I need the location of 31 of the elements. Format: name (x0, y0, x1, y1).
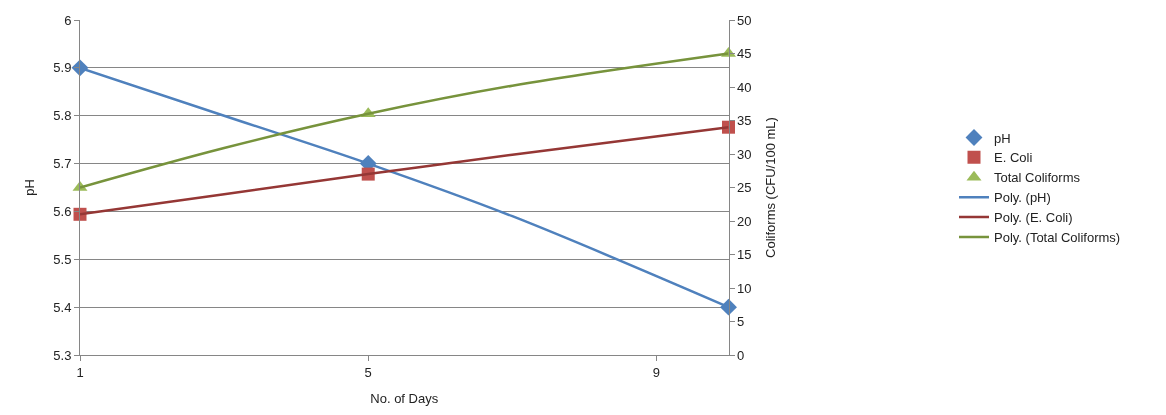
y2-tick-label: 40 (737, 79, 752, 95)
y-tick-label: 5.9 (53, 60, 72, 76)
y2-tick-label: 20 (737, 213, 752, 229)
y2-axis-title: Coliforms (CFU/100 mL) (763, 117, 779, 258)
legend-label: Poly. (Total Coliforms) (994, 230, 1121, 246)
legend-label: Poly. (E. Coli) (994, 210, 1073, 226)
y-tick-label: 6 (64, 12, 72, 28)
y2-tick-label: 15 (737, 247, 752, 263)
x-tick-label: 9 (652, 364, 661, 380)
x-tick-label: 5 (364, 364, 372, 380)
y2-tick-label: 50 (737, 12, 752, 28)
y-axis-title: pH (22, 179, 38, 196)
legend-label: Total Coliforms (994, 170, 1081, 186)
y-tick-label: 5.3 (53, 347, 72, 363)
y2-tick-label: 30 (737, 146, 752, 162)
y2-tick-label: 45 (737, 46, 752, 62)
legend-label: pH (994, 130, 1011, 146)
y2-tick-label: 0 (737, 347, 745, 363)
y2-tick-label: 5 (737, 314, 745, 330)
legend-label: Poly. (pH) (994, 190, 1051, 206)
y-tick-label: 5.7 (53, 156, 72, 172)
x-tick-label: 1 (76, 364, 84, 380)
y-tick-label: 5.5 (53, 251, 72, 267)
legend-label: E. Coli (994, 150, 1033, 166)
y2-tick-label: 10 (737, 280, 752, 296)
y2-tick-label: 35 (737, 113, 752, 129)
y-tick-label: 5.4 (53, 299, 72, 315)
y-tick-label: 5.6 (53, 203, 72, 219)
x-axis-title: No. of Days (370, 391, 439, 407)
y2-tick-label: 25 (737, 180, 752, 196)
y-tick-label: 5.8 (53, 108, 72, 124)
